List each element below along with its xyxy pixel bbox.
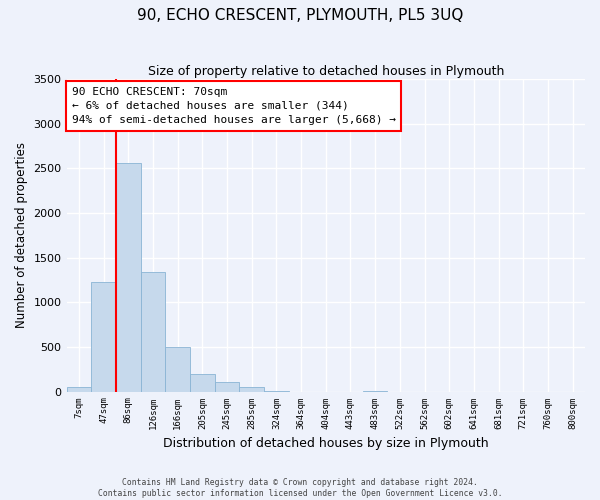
- Bar: [116, 163, 140, 392]
- Bar: [239, 387, 264, 392]
- Y-axis label: Number of detached properties: Number of detached properties: [15, 142, 28, 328]
- Bar: [91, 282, 116, 392]
- Text: Contains HM Land Registry data © Crown copyright and database right 2024.
Contai: Contains HM Land Registry data © Crown c…: [98, 478, 502, 498]
- Text: 90, ECHO CRESCENT, PLYMOUTH, PL5 3UQ: 90, ECHO CRESCENT, PLYMOUTH, PL5 3UQ: [137, 8, 463, 22]
- Bar: [67, 387, 91, 392]
- Title: Size of property relative to detached houses in Plymouth: Size of property relative to detached ho…: [148, 65, 504, 78]
- X-axis label: Distribution of detached houses by size in Plymouth: Distribution of detached houses by size …: [163, 437, 488, 450]
- Bar: [190, 374, 215, 392]
- Bar: [165, 347, 190, 392]
- Bar: [140, 272, 165, 392]
- Bar: [215, 382, 239, 392]
- Text: 90 ECHO CRESCENT: 70sqm
← 6% of detached houses are smaller (344)
94% of semi-de: 90 ECHO CRESCENT: 70sqm ← 6% of detached…: [72, 87, 396, 125]
